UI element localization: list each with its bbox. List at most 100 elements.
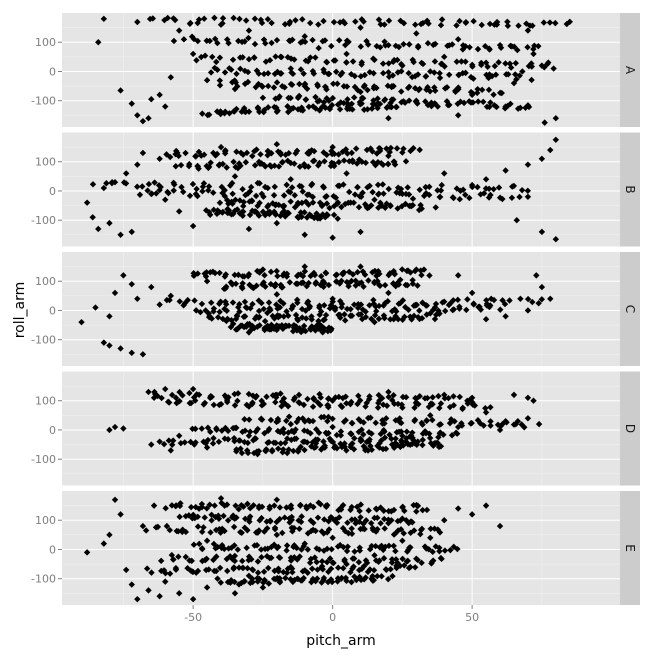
data-point — [352, 18, 359, 25]
data-point — [381, 21, 388, 28]
data-point — [429, 557, 437, 564]
data-point — [431, 525, 438, 532]
data-point — [217, 298, 224, 305]
data-point — [122, 566, 130, 574]
data-point — [371, 196, 378, 203]
data-point — [242, 17, 250, 24]
data-point — [414, 502, 422, 509]
data-point — [356, 518, 363, 525]
data-point — [333, 278, 340, 285]
data-point — [390, 391, 397, 399]
data-point — [259, 83, 266, 90]
data-point — [437, 22, 445, 29]
data-point — [210, 206, 217, 214]
data-point — [191, 441, 198, 448]
data-point — [221, 502, 228, 509]
data-point — [258, 514, 265, 522]
data-point — [413, 400, 420, 407]
data-point — [291, 192, 298, 199]
data-point — [380, 507, 387, 514]
data-point — [314, 436, 322, 443]
data-point — [231, 85, 239, 93]
data-point — [234, 397, 241, 405]
data-point — [145, 388, 152, 396]
data-point — [260, 579, 267, 586]
data-point — [204, 111, 211, 119]
data-point — [244, 449, 252, 457]
data-point — [211, 502, 218, 509]
data-point — [351, 435, 358, 442]
data-point — [231, 552, 239, 560]
data-point — [443, 98, 451, 105]
data-point — [254, 202, 261, 210]
data-point — [370, 576, 378, 584]
data-point — [106, 219, 113, 227]
data-point — [217, 143, 225, 151]
data-point — [432, 543, 440, 550]
data-point — [426, 434, 434, 442]
data-point — [413, 30, 420, 37]
data-point — [309, 193, 316, 201]
data-point — [120, 272, 127, 279]
data-point — [513, 76, 520, 83]
data-point — [358, 16, 366, 23]
data-point — [398, 419, 405, 427]
data-point — [254, 529, 262, 536]
data-point — [249, 322, 256, 330]
data-point — [191, 297, 198, 304]
data-point — [348, 578, 355, 586]
data-point — [264, 184, 271, 192]
data-point — [469, 61, 476, 69]
data-point — [230, 523, 238, 531]
data-point — [429, 401, 436, 408]
data-point — [326, 104, 333, 112]
data-point — [234, 546, 241, 553]
data-point — [356, 574, 363, 582]
data-point — [252, 428, 259, 435]
data-point — [344, 150, 351, 157]
data-point — [394, 517, 402, 525]
data-point — [529, 298, 536, 306]
data-point — [387, 316, 394, 323]
data-point — [423, 302, 431, 309]
data-point — [95, 225, 102, 233]
data-point — [179, 188, 187, 196]
data-point — [238, 529, 245, 536]
data-point — [499, 195, 506, 203]
data-point — [273, 108, 281, 116]
data-point — [392, 547, 399, 555]
data-point — [228, 198, 235, 206]
data-point — [287, 505, 295, 512]
data-point — [111, 423, 119, 431]
data-point — [162, 505, 169, 512]
data-point — [392, 42, 400, 50]
data-point — [538, 296, 546, 303]
data-point — [240, 202, 247, 210]
data-point — [308, 181, 315, 189]
data-point — [424, 84, 431, 91]
data-point — [310, 395, 317, 402]
data-point — [261, 272, 268, 279]
data-point — [189, 595, 197, 603]
data-point — [193, 185, 200, 193]
data-point — [211, 64, 218, 72]
data-point — [384, 160, 392, 168]
data-point — [297, 443, 304, 451]
data-point — [199, 110, 206, 117]
data-point — [89, 181, 97, 188]
data-point — [373, 272, 380, 280]
data-point — [301, 438, 308, 445]
data-point — [128, 280, 135, 288]
data-point — [274, 417, 282, 425]
data-point — [264, 70, 272, 77]
data-point — [180, 302, 187, 309]
data-point — [305, 279, 312, 287]
data-point — [331, 162, 338, 170]
data-point — [281, 84, 288, 91]
data-point — [134, 112, 141, 119]
data-point — [285, 149, 293, 157]
data-point — [375, 558, 382, 565]
data-point — [485, 86, 493, 94]
data-point — [330, 57, 338, 64]
data-point — [245, 34, 252, 42]
